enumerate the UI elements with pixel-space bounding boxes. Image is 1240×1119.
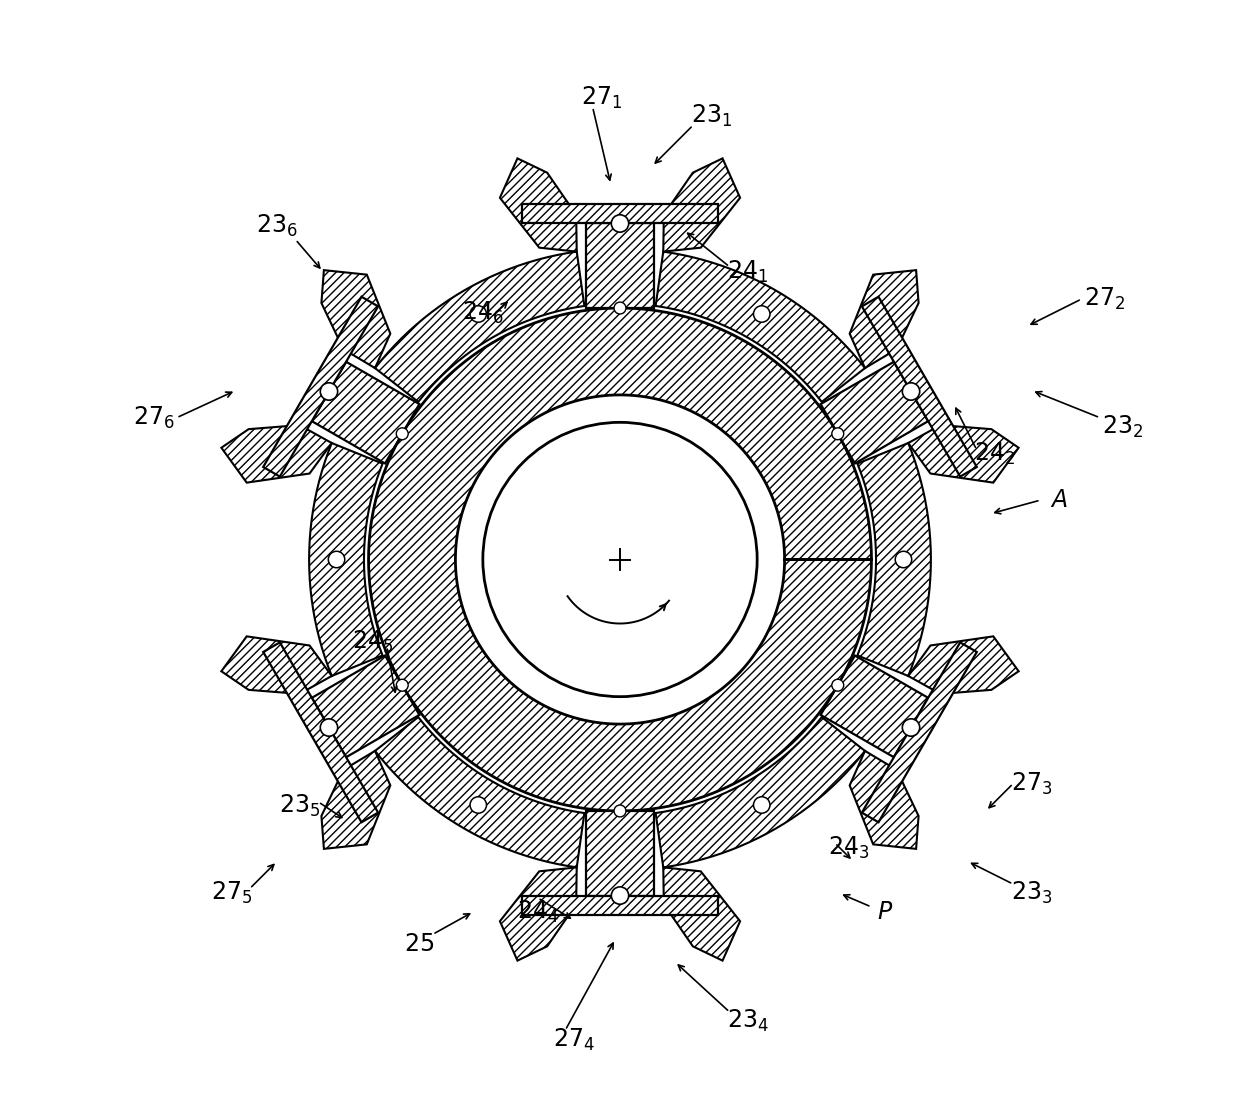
Polygon shape [862, 642, 977, 822]
Circle shape [832, 427, 843, 440]
Text: $A$: $A$ [1050, 488, 1068, 513]
Polygon shape [908, 425, 1018, 482]
Circle shape [614, 302, 626, 314]
Circle shape [611, 215, 629, 232]
Polygon shape [374, 717, 584, 867]
Polygon shape [374, 252, 584, 402]
Polygon shape [263, 297, 378, 477]
Polygon shape [908, 637, 1018, 694]
Polygon shape [849, 751, 919, 849]
Circle shape [320, 383, 337, 401]
Text: $27_4$: $27_4$ [553, 1026, 595, 1053]
Circle shape [397, 427, 408, 440]
Polygon shape [656, 252, 866, 402]
Circle shape [895, 552, 911, 567]
Text: $24_2$: $24_2$ [975, 441, 1016, 468]
Polygon shape [862, 297, 977, 477]
Text: $27_5$: $27_5$ [211, 881, 252, 906]
Polygon shape [311, 656, 419, 758]
Polygon shape [311, 361, 419, 463]
Polygon shape [857, 443, 931, 676]
Polygon shape [222, 425, 332, 482]
Text: $23_3$: $23_3$ [1011, 881, 1053, 906]
Polygon shape [849, 270, 919, 368]
Circle shape [903, 718, 920, 736]
Polygon shape [222, 637, 332, 694]
Circle shape [329, 552, 345, 567]
Circle shape [470, 797, 486, 814]
Text: $23_6$: $23_6$ [257, 213, 298, 238]
Text: $27_3$: $27_3$ [1011, 770, 1053, 797]
Polygon shape [585, 811, 655, 895]
Text: $27_6$: $27_6$ [133, 405, 175, 431]
Polygon shape [500, 867, 577, 960]
Text: $27_1$: $27_1$ [582, 85, 622, 111]
Polygon shape [500, 159, 577, 252]
Text: $24_6$: $24_6$ [463, 300, 503, 326]
Text: $24_5$: $24_5$ [352, 629, 394, 655]
Polygon shape [663, 867, 740, 960]
Text: $24_1$: $24_1$ [728, 258, 769, 284]
Polygon shape [821, 361, 929, 463]
Polygon shape [263, 642, 378, 822]
Text: $23_1$: $23_1$ [691, 103, 732, 129]
Circle shape [470, 305, 486, 322]
Circle shape [614, 805, 626, 817]
Polygon shape [522, 205, 718, 224]
Circle shape [611, 887, 629, 904]
Circle shape [754, 305, 770, 322]
Polygon shape [656, 717, 866, 867]
Polygon shape [321, 751, 391, 849]
Text: $24_4$: $24_4$ [517, 899, 559, 924]
Circle shape [482, 422, 758, 697]
Text: $P$: $P$ [877, 900, 893, 923]
Polygon shape [321, 270, 391, 368]
Circle shape [397, 679, 408, 692]
Circle shape [903, 383, 920, 401]
Polygon shape [663, 159, 740, 252]
Polygon shape [522, 895, 718, 914]
Polygon shape [585, 224, 655, 308]
Text: $23_4$: $23_4$ [727, 1008, 769, 1034]
Text: $24_3$: $24_3$ [828, 835, 869, 861]
Polygon shape [309, 443, 383, 676]
Text: $25$: $25$ [404, 931, 434, 956]
Text: $27_2$: $27_2$ [1084, 285, 1125, 312]
Text: $23_5$: $23_5$ [279, 793, 321, 819]
Polygon shape [821, 656, 929, 758]
Circle shape [320, 718, 337, 736]
Circle shape [832, 679, 843, 692]
Text: $23_2$: $23_2$ [1102, 414, 1143, 440]
Polygon shape [368, 308, 872, 811]
Circle shape [754, 797, 770, 814]
